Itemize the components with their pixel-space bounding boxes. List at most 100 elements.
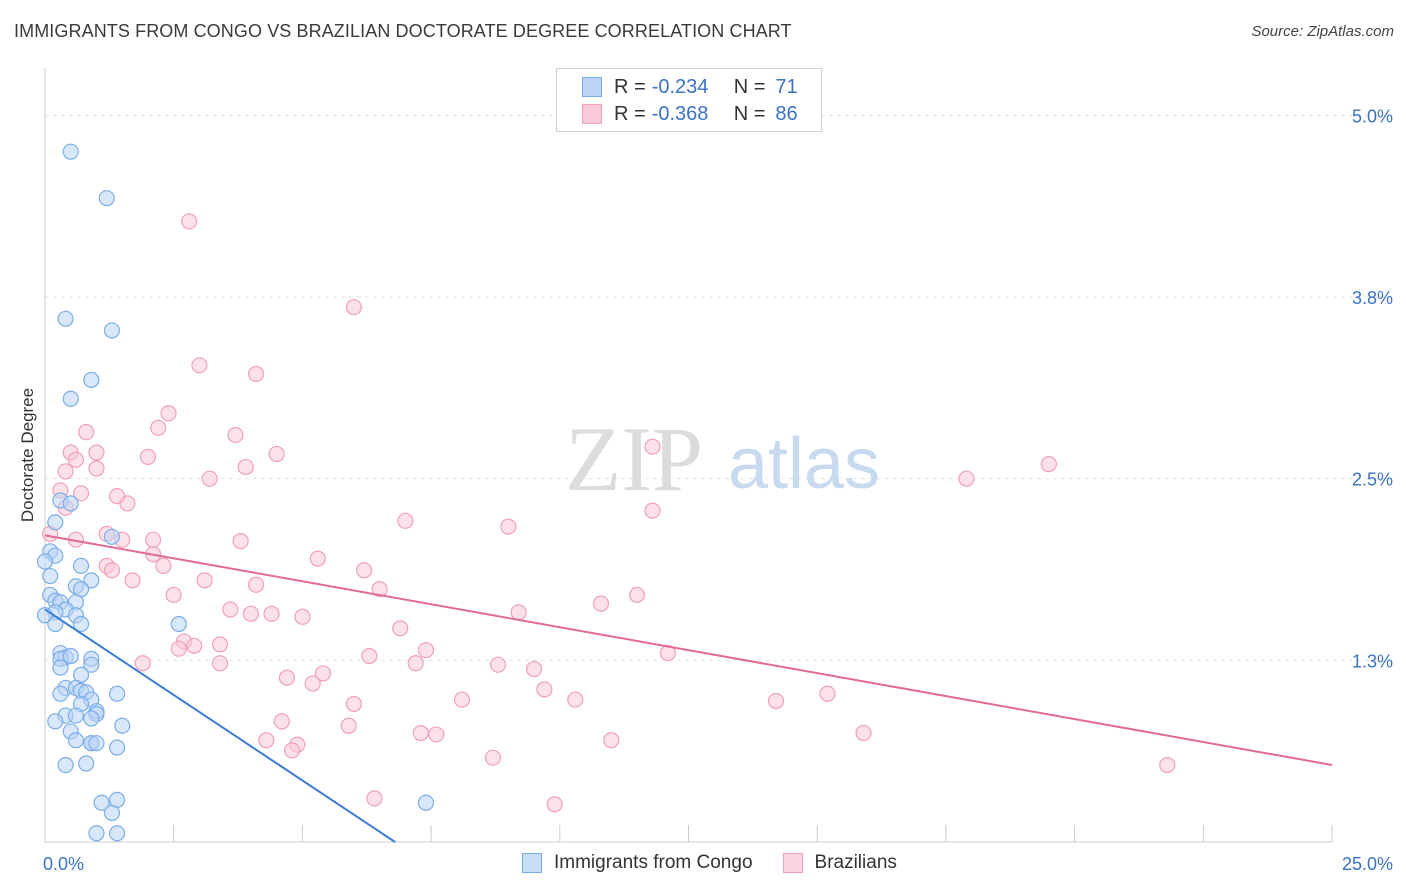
brazilians-point-8 (160, 405, 177, 422)
congo-point-57 (108, 739, 126, 756)
congo-point-58 (57, 756, 74, 774)
brazilians-point-74 (273, 713, 290, 730)
brazilians-point-42 (247, 576, 265, 593)
congo-point-64 (88, 825, 105, 842)
legend-label-congo: Immigrants from Congo (554, 852, 753, 873)
legend-label-brazilians: Brazilians (814, 852, 897, 873)
brazilians-point-28 (500, 518, 517, 535)
axes (44, 68, 1333, 843)
congo-point-61 (93, 794, 110, 811)
brazilians-point-26 (397, 512, 414, 529)
watermark-zip: ZIP (565, 408, 703, 510)
congo-point-63 (103, 804, 121, 822)
congo-point-65 (108, 825, 126, 842)
congo-point-47 (67, 707, 84, 724)
congo-point-41 (52, 685, 69, 702)
brazilians-trend-line (44, 534, 1333, 766)
brazilians-point-11 (227, 426, 244, 444)
legend-item-brazilians[interactable]: Brazilians (782, 852, 897, 874)
congo-point-62 (417, 794, 435, 811)
brazilians-point-22 (201, 470, 218, 487)
congo-point-7 (62, 495, 79, 512)
brazilians-point-72 (767, 692, 785, 710)
congo-point-15 (83, 572, 100, 589)
brazilians-point-7 (247, 365, 265, 383)
brazilians-point-39 (356, 562, 373, 579)
brazilians-point-4 (181, 213, 198, 230)
brazilians-point-21 (72, 485, 90, 502)
brazilians-point-55 (211, 636, 229, 653)
legend-r-label: R = (614, 75, 646, 98)
legend-n-label: N = (733, 102, 766, 125)
brazilians-point-41 (124, 572, 141, 589)
brazilians-point-76 (412, 724, 429, 742)
brazilians-point-12 (88, 444, 105, 461)
congo-point-5 (62, 390, 79, 407)
brazilians-point-20 (1040, 456, 1057, 473)
legend-swatch-congo (582, 77, 602, 97)
brazilians-point-5 (345, 299, 362, 316)
brazilians-point-14 (268, 445, 285, 463)
brazilians-point-67 (525, 660, 543, 678)
legend-r-value: -0.234 (651, 75, 709, 98)
congo-point-28 (170, 615, 187, 633)
brazilians-point-54 (186, 637, 203, 654)
brazilians-point-18 (237, 458, 254, 476)
legend-swatch-brazilians (582, 104, 602, 124)
congo-point-2 (57, 310, 74, 327)
brazilians-point-66 (304, 675, 321, 692)
brazilians-point-61 (134, 655, 151, 672)
congo-trend-line (44, 608, 396, 843)
congo-point-3 (103, 322, 121, 339)
brazilians-point-38 (103, 562, 121, 579)
congo-point-53 (67, 732, 84, 749)
brazilians-point-51 (294, 608, 311, 625)
series-brazilians-points (42, 213, 1176, 813)
congo-point-8 (47, 514, 64, 531)
congo-point-40 (108, 685, 126, 702)
brazilians-point-52 (392, 620, 409, 637)
congo-point-13 (72, 557, 90, 574)
congo-point-9 (103, 528, 121, 545)
legend-row-brazilians: R = -0.368 N = 86 (582, 101, 798, 127)
grid-lines (45, 114, 1392, 661)
brazilians-point-47 (222, 601, 239, 618)
brazilians-point-35 (309, 550, 326, 567)
congo-point-49 (83, 710, 100, 727)
watermark-atlas: atlas (728, 424, 880, 504)
congo-point-4 (83, 371, 100, 388)
brazilians-point-49 (242, 605, 260, 622)
brazilians-point-27 (644, 502, 661, 519)
brazilians-point-69 (536, 681, 553, 698)
trend-lines (44, 534, 1333, 843)
brazilians-point-31 (145, 531, 162, 548)
congo-point-27 (72, 615, 90, 633)
brazilians-point-57 (417, 642, 435, 659)
series-congo-points (36, 143, 435, 842)
brazilians-point-56 (170, 640, 187, 657)
brazilians-point-70 (567, 691, 584, 708)
brazilians-point-10 (78, 424, 95, 441)
legend-r-label: R = (614, 102, 646, 125)
brazilians-point-43 (371, 581, 388, 598)
brazilians-point-13 (139, 448, 157, 465)
legend-item-congo[interactable]: Immigrants from Congo (522, 852, 753, 874)
legend-swatch-brazilians (782, 853, 803, 873)
brazilians-point-17 (88, 460, 105, 477)
brazilians-point-37 (155, 557, 172, 574)
brazilians-point-40 (196, 572, 213, 589)
legend-n-label: N = (733, 75, 766, 98)
congo-point-34 (83, 656, 100, 673)
tick-labels: 1.3% 2.5% 3.8% 5.0% 0.0% 25.0% (43, 106, 1393, 874)
y-tick-label-1: 2.5% (1352, 470, 1393, 490)
brazilians-point-71 (453, 691, 471, 708)
congo-point-14 (42, 567, 59, 585)
watermark: ZIP atlas (565, 408, 880, 510)
stats-legend: R = -0.234 N = 71 R = -0.368 N = 86 (556, 68, 822, 132)
congo-point-35 (52, 659, 69, 676)
legend-n-value: 86 (775, 102, 798, 125)
y-tick-label-0: 1.3% (1352, 651, 1393, 671)
congo-point-56 (88, 735, 105, 752)
brazilians-point-32 (232, 533, 249, 550)
